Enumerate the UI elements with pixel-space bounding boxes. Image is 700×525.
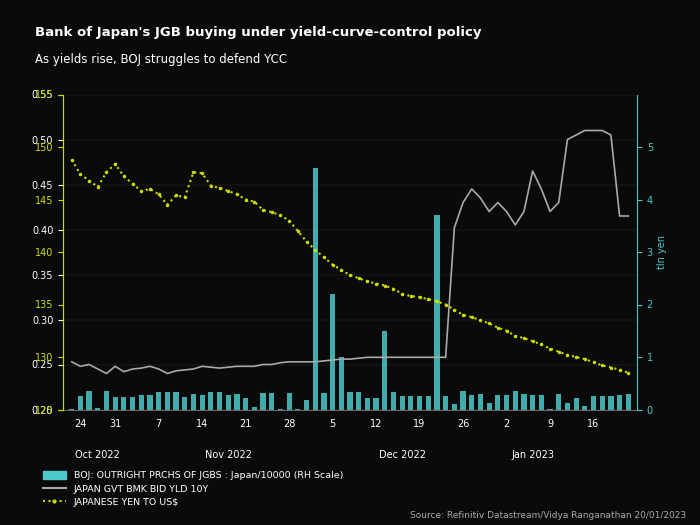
Bar: [313, 168, 318, 410]
Bar: [208, 392, 213, 410]
Bar: [556, 394, 561, 410]
Bar: [339, 357, 344, 410]
Bar: [148, 395, 153, 410]
Bar: [286, 393, 292, 410]
Bar: [191, 394, 196, 410]
Bar: [565, 403, 570, 410]
Bar: [408, 396, 414, 410]
Text: As yields rise, BOJ struggles to defend YCC: As yields rise, BOJ struggles to defend …: [35, 52, 287, 66]
Bar: [164, 392, 170, 410]
Bar: [530, 395, 536, 410]
Bar: [400, 396, 405, 410]
Bar: [512, 391, 518, 410]
Bar: [417, 396, 422, 410]
Bar: [121, 397, 127, 410]
Bar: [130, 397, 135, 410]
Bar: [391, 392, 396, 410]
Bar: [356, 392, 361, 410]
Bar: [156, 392, 161, 410]
Bar: [95, 408, 100, 410]
Bar: [486, 403, 492, 410]
Bar: [573, 398, 579, 410]
Bar: [104, 391, 109, 410]
Bar: [199, 395, 205, 410]
Bar: [217, 392, 222, 410]
Bar: [304, 400, 309, 410]
Bar: [495, 395, 500, 410]
Bar: [600, 396, 605, 410]
Bar: [234, 394, 239, 410]
Y-axis label: tln yen: tln yen: [657, 235, 667, 269]
Bar: [443, 396, 448, 410]
Bar: [295, 409, 300, 410]
Bar: [321, 393, 326, 410]
Bar: [435, 215, 440, 410]
Bar: [347, 392, 353, 410]
Bar: [469, 395, 475, 410]
Bar: [260, 393, 265, 410]
Bar: [452, 404, 457, 410]
Bar: [113, 397, 118, 410]
Bar: [278, 409, 283, 410]
Text: Oct 2022: Oct 2022: [76, 450, 120, 460]
Bar: [547, 409, 552, 410]
Bar: [626, 394, 631, 410]
Legend: BOJ: OUTRIGHT PRCHS OF JGBS : Japan/10000 (RH Scale), JAPAN GVT BMK BID YLD 10Y,: BOJ: OUTRIGHT PRCHS OF JGBS : Japan/1000…: [40, 468, 346, 510]
Bar: [539, 395, 544, 410]
Bar: [478, 394, 483, 410]
Text: Bank of Japan's JGB buying under yield-curve-control policy: Bank of Japan's JGB buying under yield-c…: [35, 26, 482, 39]
Bar: [504, 395, 509, 410]
Bar: [243, 398, 248, 410]
Bar: [522, 394, 526, 410]
Bar: [617, 395, 622, 410]
Bar: [252, 407, 257, 410]
Bar: [87, 391, 92, 410]
Bar: [461, 391, 466, 410]
Bar: [591, 396, 596, 410]
Bar: [382, 331, 387, 410]
Bar: [139, 395, 144, 410]
Bar: [182, 397, 188, 410]
Text: Source: Refinitiv Datastream/Vidya Ranganathan 20/01/2023: Source: Refinitiv Datastream/Vidya Ranga…: [410, 511, 686, 520]
Bar: [269, 393, 274, 410]
Bar: [78, 396, 83, 410]
Bar: [225, 395, 231, 410]
Bar: [365, 398, 370, 410]
Bar: [330, 294, 335, 410]
Text: Nov 2022: Nov 2022: [204, 450, 252, 460]
Bar: [426, 396, 431, 410]
Bar: [374, 398, 379, 410]
Bar: [608, 396, 613, 410]
Bar: [174, 392, 178, 410]
Text: Jan 2023: Jan 2023: [511, 450, 554, 460]
Bar: [69, 409, 74, 410]
Text: Dec 2022: Dec 2022: [379, 450, 426, 460]
Bar: [582, 406, 587, 410]
